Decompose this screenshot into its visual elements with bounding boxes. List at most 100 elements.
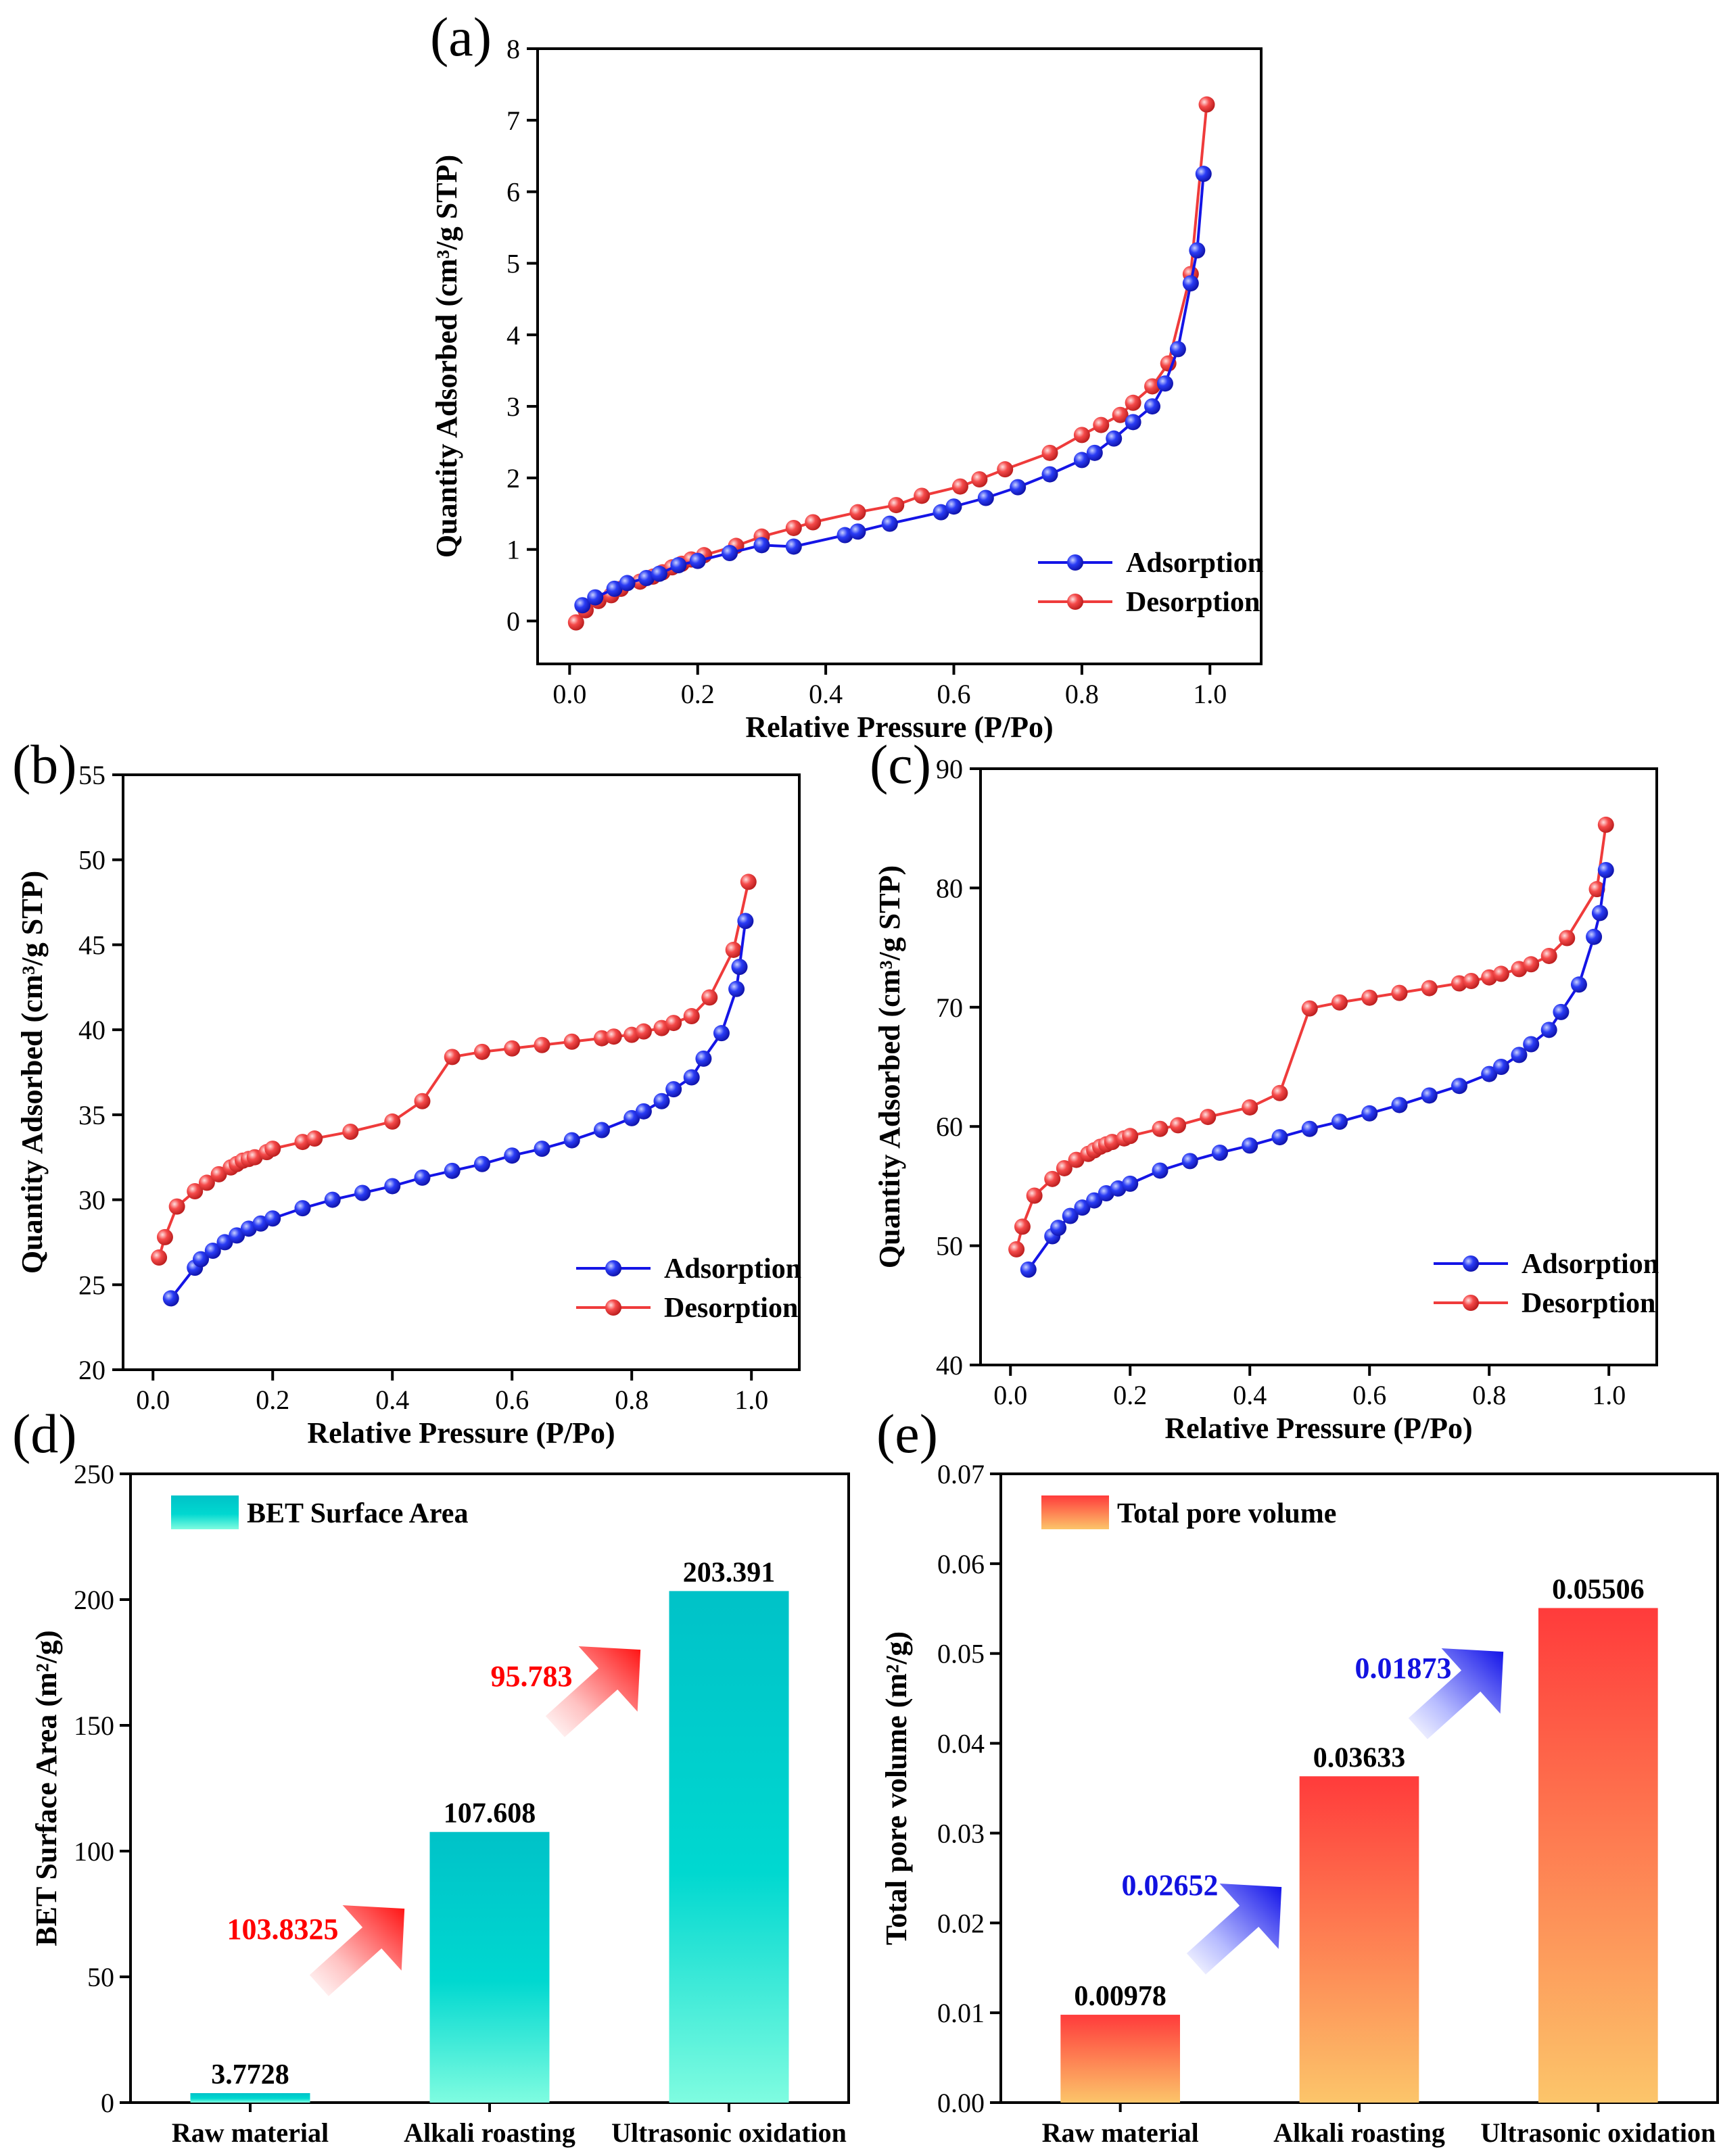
y-tick-label-b: 30 xyxy=(78,1185,105,1216)
data-point-adsorption-b xyxy=(294,1200,311,1217)
data-point-adsorption-c xyxy=(1122,1175,1139,1192)
panel-label-c: (c) xyxy=(870,734,931,795)
data-point-desorption-c xyxy=(1242,1099,1258,1116)
data-point-adsorption-b xyxy=(384,1178,401,1195)
legend-label-adsorption-c: Adsorption xyxy=(1522,1249,1659,1280)
data-point-adsorption-b xyxy=(731,959,748,976)
panel-a: (a) 0.0 0.2 0.4 0.6 0.8 1.0 0 1 2 3 4 5 6 7 8 Relative … xyxy=(430,6,1263,744)
plot-area-e: 0.00 0.01 0.02 0.03 0.04 0.05 0.06 0.07 Total po… xyxy=(880,1459,1719,2148)
x-tick-label-a: 0.8 xyxy=(1065,679,1099,709)
data-point-adsorption-c xyxy=(1421,1087,1438,1104)
legend-swatch-e xyxy=(1041,1495,1109,1529)
data-point-desorption-a xyxy=(849,504,866,521)
data-point-adsorption-c xyxy=(1586,928,1603,945)
y-tick-label-e: 0.01 xyxy=(937,1998,985,2028)
data-point-adsorption-c xyxy=(1271,1129,1288,1146)
data-point-adsorption-a xyxy=(1144,398,1161,415)
x-axis-label-c: Relative Pressure (P/Po) xyxy=(1164,1412,1472,1445)
x-tick-label-a: 0.6 xyxy=(937,679,970,709)
data-point-adsorption-c xyxy=(1331,1113,1348,1130)
data-point-adsorption-b xyxy=(728,980,745,997)
bar-value-label-d-2: 203.391 xyxy=(683,1557,776,1588)
data-point-desorption-c xyxy=(1301,1000,1318,1017)
x-tick-label-a: 0.0 xyxy=(552,679,586,709)
data-point-desorption-c xyxy=(1463,972,1480,989)
data-point-desorption-b xyxy=(156,1228,173,1245)
data-point-desorption-a xyxy=(1073,427,1090,444)
legend-label-e: Total pore volume xyxy=(1117,1498,1336,1529)
data-point-adsorption-b xyxy=(713,1025,730,1042)
data-point-adsorption-c xyxy=(1553,1003,1570,1020)
data-point-adsorption-c xyxy=(1020,1261,1037,1278)
y-tick-label-d: 200 xyxy=(74,1585,114,1615)
data-point-adsorption-a xyxy=(574,597,591,614)
bar-d-0 xyxy=(190,2092,310,2103)
data-point-desorption-a xyxy=(997,461,1014,478)
panel-d: (d) 0 50 100 150 200 250 BET Surface Area (m²/… xyxy=(12,1403,850,2148)
data-point-adsorption-c xyxy=(1211,1145,1228,1161)
x-tick-label-b: 0.4 xyxy=(375,1385,409,1415)
data-point-desorption-c xyxy=(1200,1109,1217,1126)
data-point-adsorption-a xyxy=(1125,414,1141,431)
data-point-adsorption-c xyxy=(1152,1162,1169,1179)
panel-e: (e) 0.00 0.01 0.02 0.03 0.04 0.05 0.06 0.07 Tota… xyxy=(876,1403,1719,2148)
x-tick-label-c: 1.0 xyxy=(1592,1380,1626,1410)
data-point-adsorption-a xyxy=(1169,341,1186,358)
data-point-adsorption-c xyxy=(1391,1097,1408,1113)
data-point-desorption-b xyxy=(605,1028,622,1045)
data-point-adsorption-a xyxy=(1195,166,1212,183)
data-point-desorption-c xyxy=(1014,1218,1031,1235)
panel-label-b: (b) xyxy=(12,734,77,795)
x-tick-label-a: 0.2 xyxy=(681,679,715,709)
data-point-adsorption-b xyxy=(623,1109,640,1126)
y-tick-label-a: 5 xyxy=(506,248,520,279)
data-point-adsorption-c xyxy=(1511,1047,1528,1063)
series-line-desorption-b xyxy=(158,881,750,1258)
data-point-adsorption-b xyxy=(162,1290,179,1307)
data-point-adsorption-b xyxy=(444,1162,461,1179)
data-point-adsorption-a xyxy=(849,523,866,540)
data-point-desorption-a xyxy=(805,514,822,531)
data-point-desorption-a xyxy=(888,497,905,514)
category-label-e-0: Raw material xyxy=(1042,2117,1199,2148)
data-point-adsorption-b xyxy=(504,1147,521,1164)
data-point-desorption-a xyxy=(1198,96,1215,113)
x-tick-label-a: 0.4 xyxy=(809,679,843,709)
data-point-desorption-b xyxy=(210,1166,227,1182)
y-axis-label-a: Quantity Adsorbed (cm³/g STP) xyxy=(430,155,463,558)
data-point-desorption-b xyxy=(593,1030,610,1047)
data-point-adsorption-c xyxy=(1570,976,1587,993)
bar-value-label-e-1: 0.03633 xyxy=(1313,1742,1406,1773)
data-point-adsorption-b xyxy=(635,1103,652,1120)
series-line-adsorption-b xyxy=(170,920,747,1299)
x-tick-label-a: 1.0 xyxy=(1193,679,1227,709)
data-point-desorption-c xyxy=(1044,1170,1061,1187)
increment-label-e-1: 0.01873 xyxy=(1355,1652,1452,1685)
increase-arrow-d-0 xyxy=(309,1905,405,1996)
data-point-desorption-b xyxy=(635,1023,652,1040)
series-line-adsorption-c xyxy=(1027,869,1607,1271)
data-point-adsorption-c xyxy=(1301,1120,1318,1137)
data-point-adsorption-b xyxy=(683,1069,700,1086)
data-point-adsorption-a xyxy=(1189,242,1206,259)
increment-label-d-1: 95.783 xyxy=(491,1660,573,1693)
data-point-desorption-b xyxy=(384,1113,401,1130)
data-point-desorption-b xyxy=(342,1124,359,1140)
y-axis-label-c: Quantity Adsorbed (cm³/g STP) xyxy=(873,865,906,1268)
data-point-desorption-b xyxy=(198,1174,215,1191)
data-point-adsorption-a xyxy=(1041,466,1058,483)
legend-label-d: BET Surface Area xyxy=(247,1498,468,1529)
x-tick-label-b: 0.6 xyxy=(495,1385,529,1415)
data-point-desorption-c xyxy=(1056,1159,1072,1176)
data-point-adsorption-b xyxy=(414,1169,431,1186)
data-point-adsorption-a xyxy=(1086,444,1103,461)
data-point-adsorption-c xyxy=(1074,1199,1091,1216)
y-tick-label-e: 0.02 xyxy=(937,1908,985,1938)
data-point-desorption-c xyxy=(1421,980,1438,997)
data-point-adsorption-c xyxy=(1540,1022,1557,1038)
data-point-adsorption-c xyxy=(1181,1153,1198,1170)
y-tick-label-e: 0.04 xyxy=(937,1729,985,1759)
data-point-desorption-b xyxy=(473,1043,490,1060)
legend-marker-desorption-b xyxy=(605,1299,621,1316)
x-axis-label-b: Relative Pressure (P/Po) xyxy=(307,1416,615,1450)
